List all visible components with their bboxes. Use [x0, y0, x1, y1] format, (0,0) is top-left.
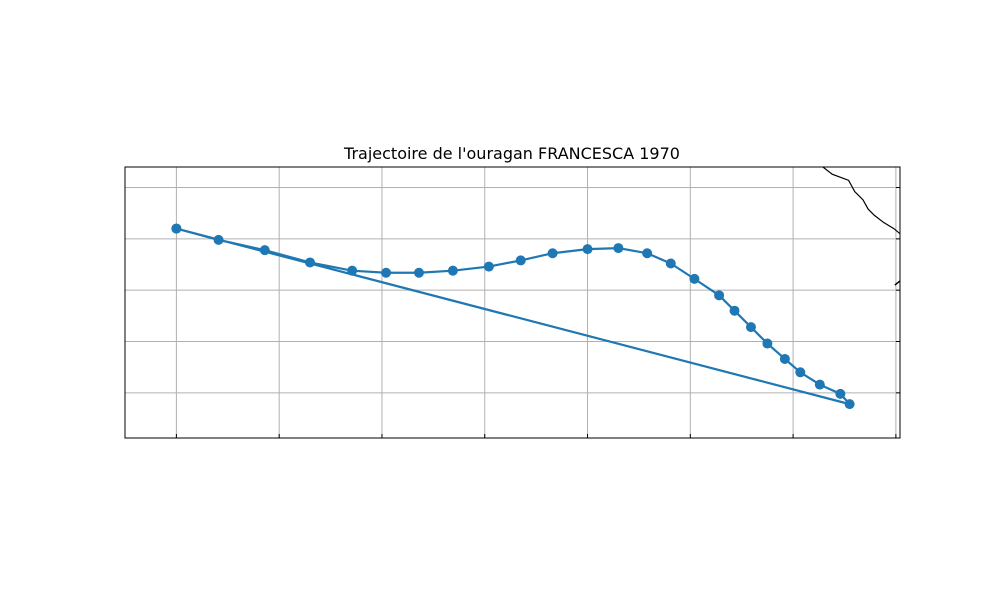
track-point-4	[347, 265, 358, 276]
track-point-12	[613, 243, 624, 254]
track-point-13	[642, 248, 653, 259]
track-point-8	[483, 261, 494, 272]
track-point-3	[305, 257, 316, 268]
track-point-7	[447, 265, 458, 276]
track-point-17	[729, 305, 740, 316]
track-point-18	[745, 322, 756, 333]
axes-frame	[124, 166, 901, 439]
track-point-11	[582, 244, 593, 255]
trajectory-line	[176, 227, 851, 406]
track-point-21	[795, 367, 806, 378]
track-point-16	[714, 290, 725, 301]
track-point-19	[762, 338, 773, 349]
track-point-2	[259, 245, 270, 256]
plot-area	[171, 167, 900, 410]
track-point-24	[844, 399, 855, 410]
track-point-15	[689, 273, 700, 284]
track-point-10	[547, 248, 558, 259]
track-point-9	[515, 255, 526, 266]
coastline-fragment	[894, 280, 900, 286]
track-point-14	[665, 258, 676, 269]
track-point-25	[171, 223, 182, 234]
grid-lines	[125, 167, 900, 438]
track-point-23	[835, 388, 846, 399]
track-point-5	[381, 267, 392, 278]
track-point-6	[413, 267, 424, 278]
track-point-20	[779, 353, 790, 364]
track-point-22	[814, 379, 825, 390]
coastline	[822, 167, 900, 235]
track-point-1	[213, 234, 224, 245]
chart-title: Trajectoire de l'ouragan FRANCESCA 1970	[343, 144, 680, 163]
